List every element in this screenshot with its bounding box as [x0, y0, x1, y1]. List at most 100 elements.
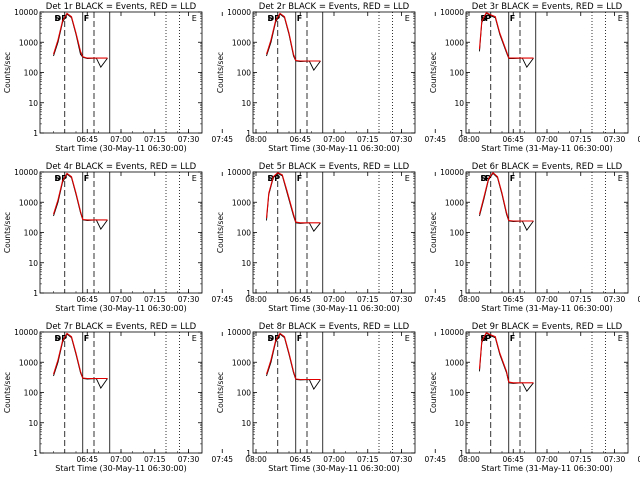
detector-panel-7: Det 7r BLACK = Events, RED = LLD11010010…: [3, 322, 267, 473]
lld-series-line: [52, 172, 108, 221]
x-tick-label: 07:00: [110, 455, 132, 464]
plot-frame: [465, 171, 629, 294]
x-tick-label: 07:30: [178, 135, 200, 144]
x-tick-label: 08:00: [245, 135, 267, 144]
marker-d: D: [268, 14, 275, 23]
marker-s: S: [55, 174, 61, 183]
y-axis-label: Counts/sec: [216, 212, 225, 253]
x-tick-label: 07:45: [424, 455, 446, 464]
y-axis-label: Counts/sec: [3, 212, 12, 253]
y-tick-label: 1: [459, 449, 464, 458]
y-tick-label: 1000: [19, 38, 38, 47]
marker-p: P: [485, 14, 491, 23]
x-tick-label: 07:00: [110, 135, 132, 144]
marker-s: S: [55, 334, 61, 343]
y-axis-label: Counts/sec: [429, 212, 438, 253]
y-tick-label: 10000: [440, 168, 464, 177]
x-tick-label: 06:45: [289, 295, 311, 304]
marker-e: E: [405, 174, 410, 183]
x-tick-label: 07:00: [536, 135, 558, 144]
x-tick-label: 07:00: [536, 295, 558, 304]
marker-f: F: [510, 174, 515, 183]
marker-s: S: [481, 174, 487, 183]
detector-panel-5: Det 5r BLACK = Events, RED = LLD11010010…: [216, 162, 480, 313]
y-tick-label: 1000: [19, 198, 38, 207]
lld-series-line: [478, 331, 534, 384]
x-tick-label: 08:00: [458, 295, 480, 304]
y-tick-label: 1: [33, 129, 38, 138]
marker-f: F: [84, 14, 89, 23]
x-tick-label: 07:30: [604, 455, 626, 464]
lld-series-line: [265, 332, 321, 381]
panel-title: Det 7r BLACK = Events, RED = LLD: [46, 322, 197, 332]
y-tick-label: 10: [454, 259, 464, 268]
x-tick-label: 07:00: [536, 455, 558, 464]
x-tick-label: 07:45: [211, 455, 233, 464]
y-axis-label: Counts/sec: [3, 372, 12, 413]
x-tick-label: 07:30: [604, 295, 626, 304]
y-tick-label: 1000: [19, 358, 38, 367]
lld-series-line: [52, 332, 108, 380]
y-tick-label: 1: [33, 449, 38, 458]
y-tick-label: 1: [459, 289, 464, 298]
detector-panel-2: Det 2r BLACK = Events, RED = LLD11010010…: [216, 2, 480, 153]
x-tick-label: 06:45: [289, 455, 311, 464]
plot-frame: [39, 331, 203, 454]
x-axis-label: Start Time (31-May-11 06:30:00): [481, 144, 612, 153]
y-tick-label: 1000: [232, 38, 251, 47]
detector-panel-8: Det 8r BLACK = Events, RED = LLD11010010…: [216, 322, 480, 473]
y-tick-label: 10000: [14, 8, 38, 17]
y-axis-label: Counts/sec: [216, 372, 225, 413]
x-tick-label: 07:00: [110, 295, 132, 304]
marker-f: F: [297, 334, 302, 343]
marker-e: E: [618, 334, 623, 343]
plot-frame: [465, 11, 629, 134]
marker-e: E: [618, 14, 623, 23]
y-tick-label: 1: [459, 129, 464, 138]
y-tick-label: 1: [246, 289, 251, 298]
y-tick-label: 10000: [227, 168, 251, 177]
x-tick-label: 08:00: [245, 295, 267, 304]
marker-e: E: [192, 174, 197, 183]
plot-frame: [252, 331, 416, 454]
lld-series-line: [478, 171, 534, 222]
panel-title: Det 3r BLACK = Events, RED = LLD: [472, 2, 623, 12]
marker-s: S: [268, 334, 274, 343]
marker-s: S: [268, 174, 274, 183]
x-tick-label: 07:45: [637, 455, 640, 464]
marker-f: F: [84, 334, 89, 343]
y-tick-label: 10: [454, 419, 464, 428]
x-tick-label: 07:45: [637, 295, 640, 304]
panel-title: Det 2r BLACK = Events, RED = LLD: [259, 2, 410, 12]
y-tick-label: 10000: [14, 168, 38, 177]
marker-d: D: [55, 174, 62, 183]
x-tick-label: 07:45: [211, 135, 233, 144]
detector-panel-3: Det 3r BLACK = Events, RED = LLD 1 10 100 10…: [429, 2, 640, 153]
y-tick-label: 100: [237, 229, 252, 238]
y-tick-label: 10000: [14, 328, 38, 337]
y-tick-label: 10: [241, 419, 251, 428]
y-tick-label: 100: [237, 69, 252, 78]
panel-title: Det 6r BLACK = Events, RED = LLD: [472, 162, 623, 172]
marker-d: D: [55, 14, 62, 23]
x-tick-label: 07:15: [570, 135, 592, 144]
y-tick-label: 1: [246, 449, 251, 458]
marker-f: F: [84, 174, 89, 183]
x-tick-label: 07:30: [391, 455, 413, 464]
lld-series-line: [52, 12, 108, 59]
x-tick-label: 07:15: [144, 455, 166, 464]
y-tick-label: 1000: [445, 38, 464, 47]
marker-d: D: [55, 334, 62, 343]
x-tick-label: 07:00: [323, 455, 345, 464]
x-tick-label: 07:45: [211, 295, 233, 304]
x-tick-label: 07:45: [637, 135, 640, 144]
y-tick-label: 100: [24, 229, 39, 238]
x-axis-label: Start Time (30-May-11 06:30:00): [55, 304, 186, 313]
x-tick-label: 07:15: [570, 455, 592, 464]
y-tick-label: 1000: [232, 198, 251, 207]
x-axis-label: Start Time (31-May-11 06:30:00): [481, 464, 612, 473]
y-axis-label: Counts/sec: [216, 52, 225, 93]
y-tick-label: 10: [28, 419, 38, 428]
y-tick-label: 10000: [440, 8, 464, 17]
